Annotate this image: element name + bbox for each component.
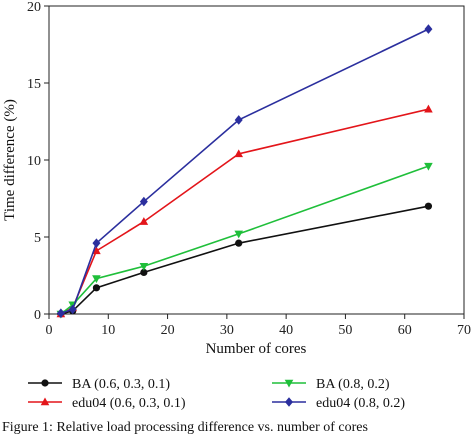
data-point bbox=[424, 202, 433, 210]
data-point bbox=[140, 268, 148, 277]
x-tick-label: 0 bbox=[46, 323, 53, 338]
x-tick-label: 40 bbox=[279, 323, 293, 338]
figure-caption: Figure 1: Relative load processing diffe… bbox=[2, 420, 368, 435]
data-point bbox=[424, 162, 433, 171]
y-tick-label: 10 bbox=[27, 154, 41, 169]
legend-marker bbox=[40, 397, 50, 406]
x-tick-label: 30 bbox=[220, 323, 234, 338]
series-line bbox=[60, 165, 429, 315]
series-1 bbox=[57, 202, 433, 318]
legend-label: BA (0.6, 0.3, 0.1) bbox=[72, 377, 170, 392]
legend-item: BA (0.8, 0.2) bbox=[272, 377, 390, 392]
data-point bbox=[234, 115, 243, 125]
data-point bbox=[234, 149, 244, 158]
legend-marker bbox=[41, 379, 49, 387]
x-tick-label: 70 bbox=[457, 323, 471, 338]
data-point bbox=[139, 196, 148, 207]
y-tick-label: 0 bbox=[34, 308, 41, 323]
data-point bbox=[139, 262, 149, 271]
data-point bbox=[92, 275, 101, 284]
legend-marker bbox=[284, 379, 294, 388]
series-2 bbox=[56, 104, 433, 318]
y-axis-title: Time difference (%) bbox=[2, 99, 18, 221]
axes: 0 10 20 30 40 50 60 70 0 5 10 15 20 bbox=[27, 0, 471, 338]
data-point bbox=[235, 239, 243, 247]
x-tick-label: 60 bbox=[398, 323, 412, 338]
y-tick-label: 15 bbox=[27, 77, 41, 92]
data-point bbox=[424, 24, 433, 34]
y-tick-label: 20 bbox=[27, 0, 41, 15]
data-point bbox=[68, 304, 77, 315]
data-point bbox=[56, 308, 65, 319]
data-point bbox=[92, 284, 101, 292]
series-line bbox=[60, 28, 429, 314]
data-point bbox=[92, 246, 101, 255]
series-line bbox=[60, 108, 429, 315]
series-4 bbox=[56, 24, 433, 319]
data-point bbox=[92, 238, 101, 248]
x-tick-label: 10 bbox=[101, 323, 115, 338]
x-tick-label: 50 bbox=[338, 323, 352, 338]
data-point bbox=[424, 104, 433, 113]
legend-label: edu04 (0.6, 0.3, 0.1) bbox=[72, 396, 186, 411]
plot-area-frame bbox=[48, 5, 465, 315]
data-point bbox=[139, 217, 149, 225]
y-tick-label: 5 bbox=[34, 231, 41, 246]
legend-item: edu04 (0.8, 0.2) bbox=[272, 396, 405, 411]
legend-item: BA (0.6, 0.3, 0.1) bbox=[28, 377, 170, 392]
data-point bbox=[234, 230, 244, 239]
legend-marker bbox=[285, 397, 293, 407]
legend: BA (0.6, 0.3, 0.1) BA (0.8, 0.2) edu04 (0.… bbox=[28, 377, 405, 411]
series-line bbox=[60, 205, 429, 315]
legend-item: edu04 (0.6, 0.3, 0.1) bbox=[28, 396, 186, 411]
x-tick-label: 20 bbox=[161, 323, 175, 338]
legend-label: edu04 (0.8, 0.2) bbox=[316, 396, 405, 411]
series-layer bbox=[56, 24, 433, 319]
legend-label: BA (0.8, 0.2) bbox=[316, 377, 390, 392]
x-axis-title: Number of cores bbox=[206, 341, 307, 357]
